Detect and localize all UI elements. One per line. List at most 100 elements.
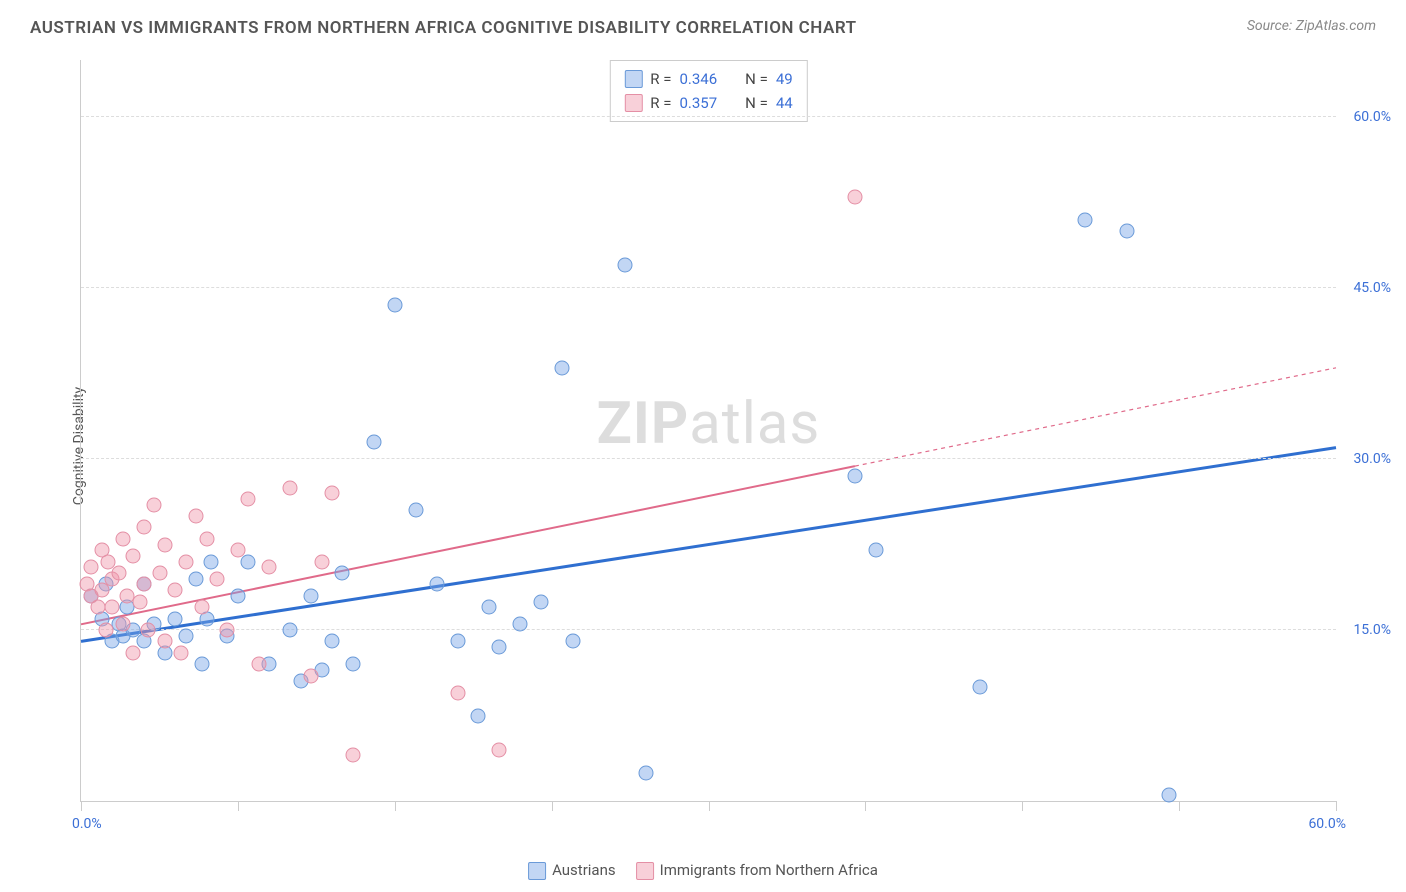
data-point — [157, 634, 172, 649]
legend-item: Austrians — [528, 861, 616, 880]
x-axis-min-label: 0.0% — [72, 816, 102, 832]
data-point — [126, 645, 141, 660]
legend-label: Austrians — [552, 861, 616, 879]
stat-r-value: 0.357 — [679, 91, 717, 115]
data-point — [450, 634, 465, 649]
stat-n-value: 49 — [776, 67, 793, 91]
data-point — [189, 509, 204, 524]
data-point — [1161, 788, 1176, 803]
stat-r-value: 0.346 — [679, 67, 717, 91]
data-point — [251, 657, 266, 672]
plot-area: ZIPatlas R =0.346N =49R =0.357N =44 15.0… — [80, 60, 1336, 802]
data-point — [111, 566, 126, 581]
source-attribution: Source: ZipAtlas.com — [1247, 18, 1376, 34]
data-point — [492, 742, 507, 757]
x-tick — [1336, 801, 1337, 811]
data-point — [153, 566, 168, 581]
data-point — [90, 600, 105, 615]
gridline — [81, 287, 1336, 288]
data-point — [132, 594, 147, 609]
data-point — [241, 554, 256, 569]
data-point — [429, 577, 444, 592]
trend-lines — [81, 60, 1336, 801]
data-point — [168, 583, 183, 598]
data-point — [115, 531, 130, 546]
stat-r-label: R = — [650, 91, 671, 115]
data-point — [203, 554, 218, 569]
data-point — [230, 543, 245, 558]
data-point — [847, 469, 862, 484]
data-point — [283, 480, 298, 495]
data-point — [189, 571, 204, 586]
data-point — [345, 748, 360, 763]
y-tick-label: 60.0% — [1353, 109, 1391, 125]
data-point — [335, 566, 350, 581]
gridline — [81, 629, 1336, 630]
data-point — [387, 298, 402, 313]
data-point — [847, 189, 862, 204]
chart-title: AUSTRIAN VS IMMIGRANTS FROM NORTHERN AFR… — [30, 18, 857, 38]
header: AUSTRIAN VS IMMIGRANTS FROM NORTHERN AFR… — [0, 0, 1406, 38]
data-point — [481, 600, 496, 615]
data-point — [1078, 212, 1093, 227]
data-point — [136, 577, 151, 592]
stats-row: R =0.357N =44 — [624, 91, 792, 115]
data-point — [366, 434, 381, 449]
x-tick — [709, 801, 710, 811]
data-point — [325, 486, 340, 501]
data-point — [450, 685, 465, 700]
x-tick — [1022, 801, 1023, 811]
source-prefix: Source: — [1247, 18, 1296, 34]
data-point — [283, 623, 298, 638]
stats-swatch — [624, 70, 642, 88]
data-point — [555, 360, 570, 375]
data-point — [136, 520, 151, 535]
legend-swatch — [528, 862, 546, 880]
data-point — [534, 594, 549, 609]
x-tick — [552, 801, 553, 811]
data-point — [126, 548, 141, 563]
x-tick — [81, 801, 82, 811]
stat-n-label: N = — [745, 91, 768, 115]
data-point — [868, 543, 883, 558]
data-point — [178, 554, 193, 569]
x-tick — [395, 801, 396, 811]
stats-swatch — [624, 94, 642, 112]
legend-item: Immigrants from Northern Africa — [636, 861, 878, 880]
stat-n-label: N = — [745, 67, 768, 91]
data-point — [105, 600, 120, 615]
gridline — [81, 116, 1336, 117]
data-point — [140, 623, 155, 638]
data-point — [115, 617, 130, 632]
x-tick — [865, 801, 866, 811]
x-tick — [238, 801, 239, 811]
legend-label: Immigrants from Northern Africa — [660, 861, 878, 879]
data-point — [638, 765, 653, 780]
data-point — [157, 537, 172, 552]
data-point — [973, 680, 988, 695]
data-point — [304, 668, 319, 683]
data-point — [513, 617, 528, 632]
data-point — [147, 497, 162, 512]
data-point — [617, 258, 632, 273]
series-legend: Austrians Immigrants from Northern Africa — [528, 861, 878, 880]
stat-r-label: R = — [650, 67, 671, 91]
data-point — [492, 640, 507, 655]
chart-container: Cognitive Disability ZIPatlas R =0.346N … — [30, 50, 1376, 842]
data-point — [1119, 224, 1134, 239]
legend-swatch — [636, 862, 654, 880]
data-point — [220, 623, 235, 638]
stats-legend-box: R =0.346N =49R =0.357N =44 — [609, 60, 807, 122]
data-point — [314, 554, 329, 569]
data-point — [262, 560, 277, 575]
data-point — [84, 560, 99, 575]
data-point — [199, 531, 214, 546]
source-name: ZipAtlas.com — [1296, 18, 1376, 34]
data-point — [178, 628, 193, 643]
data-point — [168, 611, 183, 626]
data-point — [99, 623, 114, 638]
y-tick-label: 30.0% — [1353, 451, 1391, 467]
data-point — [471, 708, 486, 723]
data-point — [345, 657, 360, 672]
x-tick — [1179, 801, 1180, 811]
